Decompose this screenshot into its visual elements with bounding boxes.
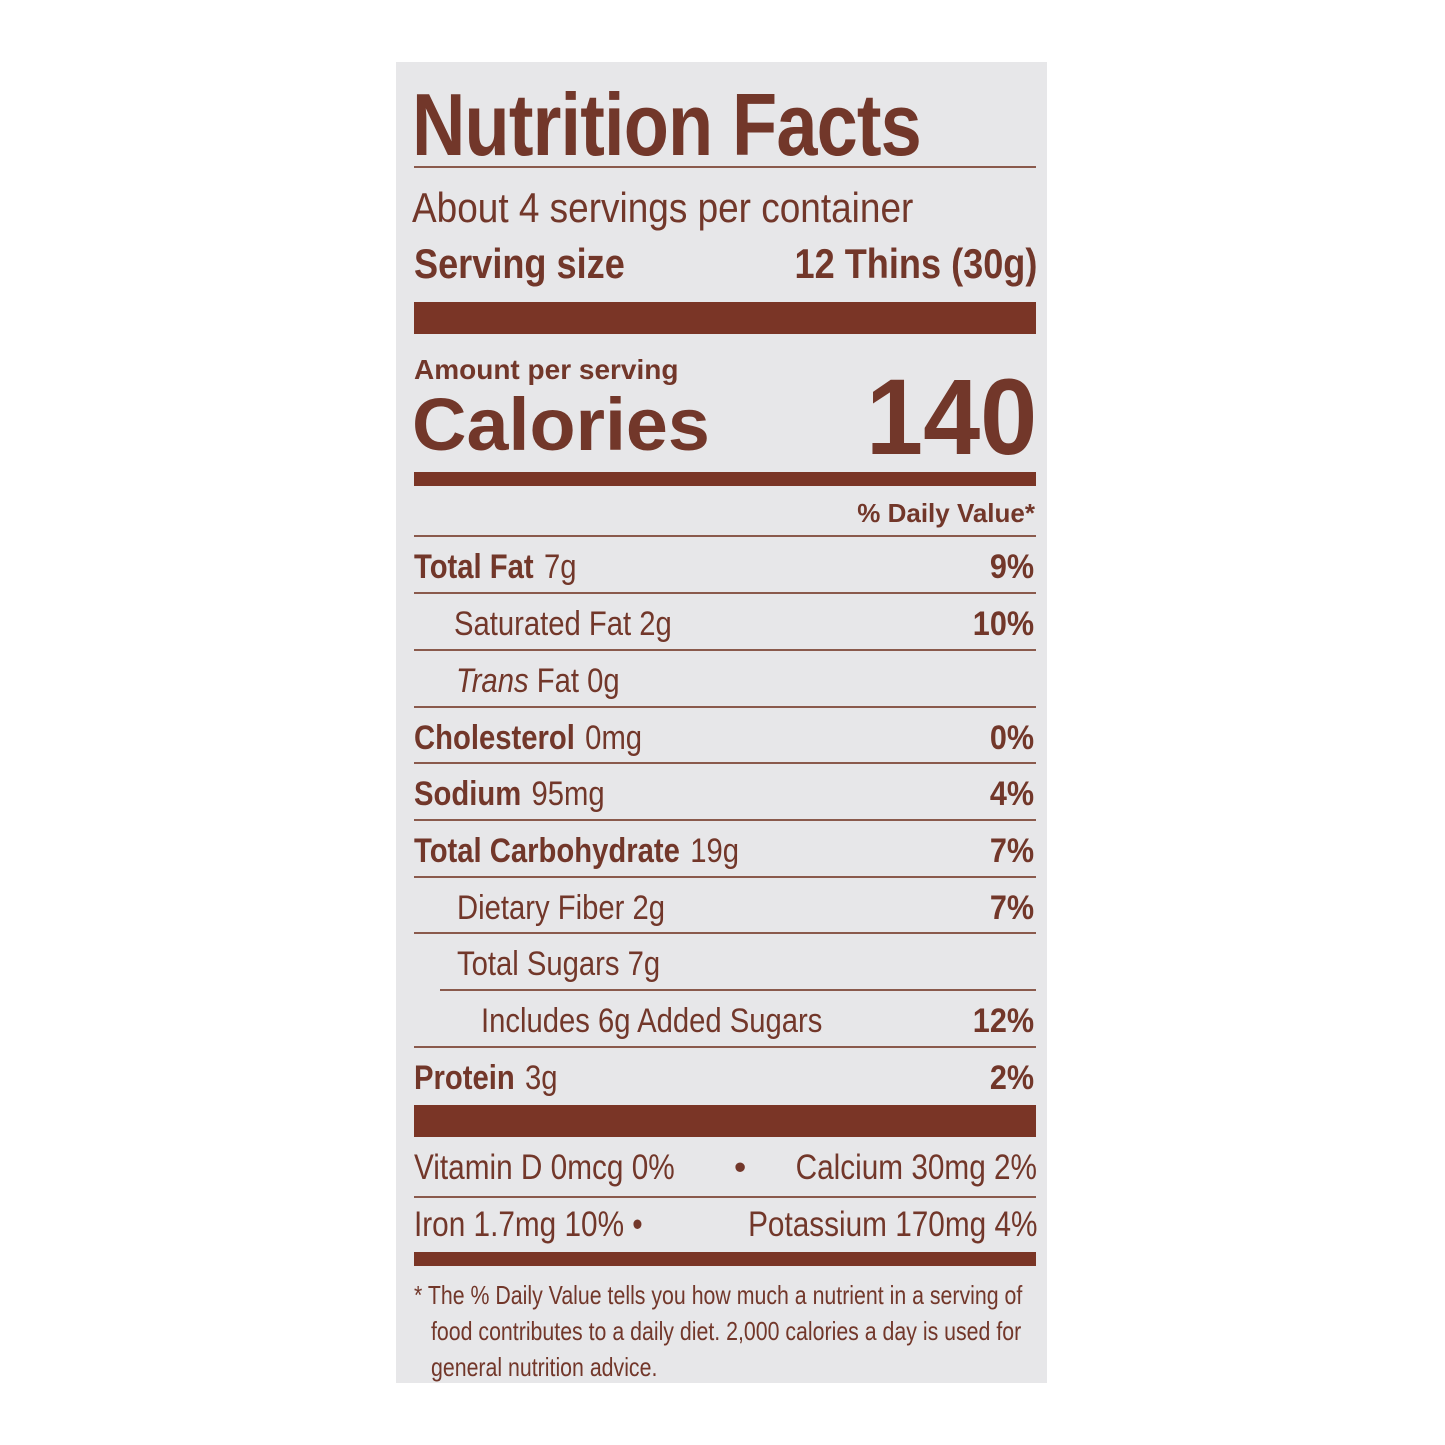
nutrient-row-dietary-fiber: Dietary Fiber 2g 7%	[457, 889, 1034, 927]
nutrition-facts-panel: Nutrition Facts About 4 servings per con…	[396, 62, 1047, 1383]
divider	[440, 989, 1036, 991]
medium-bar	[414, 1252, 1036, 1266]
divider	[414, 1196, 1036, 1198]
nutrient-row-trans-fat: Trans Fat 0g	[456, 662, 620, 700]
iron: Iron 1.7mg 10% •	[414, 1205, 643, 1244]
footnote-line-2: food contributes to a daily diet. 2,000 …	[431, 1316, 1022, 1346]
divider	[414, 1046, 1036, 1048]
calories-label: Calories	[412, 383, 710, 466]
nutrient-row-protein: Protein 3g 2%	[414, 1059, 1034, 1097]
divider	[414, 819, 1036, 821]
amount-per-serving: Amount per serving	[414, 354, 679, 385]
title: Nutrition Facts	[412, 75, 922, 174]
nutrient-row-total-sugars: Total Sugars 7g	[457, 945, 661, 983]
medium-bar	[414, 472, 1036, 486]
vitamin-d: Vitamin D 0mcg 0%	[414, 1148, 675, 1187]
serving-size-value: 12 Thins (30g)	[794, 240, 1037, 287]
servings-per-container: About 4 servings per container	[412, 184, 914, 231]
calcium: Calcium 30mg 2%	[795, 1148, 1037, 1187]
footnote-line-1: * The % Daily Value tells you how much a…	[414, 1280, 1023, 1310]
divider	[414, 932, 1036, 934]
nutrient-row-added-sugars: Includes 6g Added Sugars 12%	[481, 1002, 1034, 1040]
calories-value: 140	[865, 356, 1037, 477]
divider	[414, 535, 1036, 537]
divider	[414, 166, 1036, 168]
divider	[414, 762, 1036, 764]
bullet-separator: •	[734, 1148, 747, 1187]
nutrient-row-total-fat: Total Fat 7g 9%	[414, 548, 1034, 586]
divider	[414, 649, 1036, 651]
thick-bar	[414, 1105, 1036, 1137]
nutrient-row-saturated-fat: Saturated Fat 2g 10%	[454, 605, 1034, 643]
nutrient-row-total-carbohydrate: Total Carbohydrate 19g 7%	[414, 832, 1034, 870]
divider	[414, 706, 1036, 708]
daily-value-header: % Daily Value*	[857, 498, 1035, 528]
divider	[414, 592, 1036, 594]
nutrient-row-sodium: Sodium 95mg 4%	[414, 775, 1034, 813]
potassium: Potassium 170mg 4%	[747, 1205, 1037, 1244]
nutrient-row-cholesterol: Cholesterol 0mg 0%	[414, 719, 1034, 757]
thick-bar	[414, 302, 1036, 334]
divider	[414, 876, 1036, 878]
footnote-line-3: general nutrition advice.	[431, 1352, 658, 1382]
serving-size-label: Serving size	[414, 240, 625, 287]
